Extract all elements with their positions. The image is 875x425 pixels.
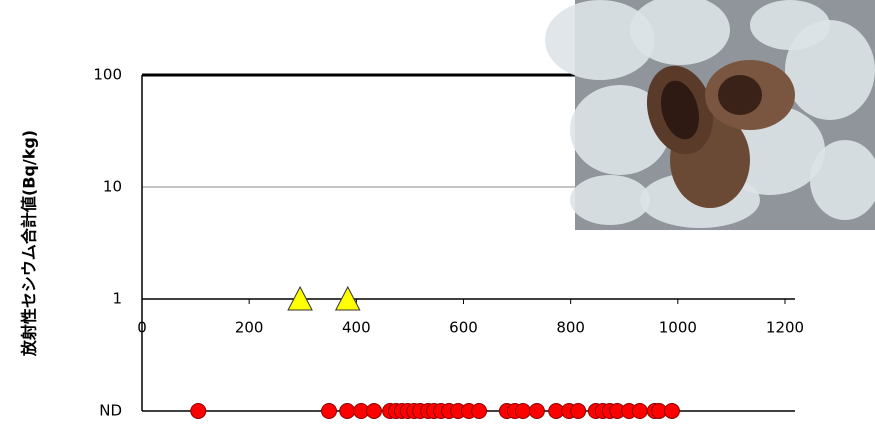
x-tick-label: 1200 xyxy=(766,319,804,337)
x-tick-label: 1000 xyxy=(659,319,697,337)
ice xyxy=(810,140,875,220)
y-tick-label: 1 xyxy=(112,290,122,308)
shell-opening xyxy=(718,75,762,115)
y-tick-label: 100 xyxy=(93,66,122,84)
circle-point xyxy=(528,403,545,419)
ice xyxy=(630,0,730,65)
photo xyxy=(545,0,875,230)
circle-point xyxy=(366,403,383,419)
triangle-point xyxy=(334,285,361,311)
triangle-point xyxy=(287,285,313,311)
y-axis-title: 放射性セシウム合計値(Bq/kg) xyxy=(20,130,39,357)
circle-point xyxy=(321,403,338,419)
circle-point xyxy=(514,403,531,419)
circle-point xyxy=(570,403,587,419)
ice xyxy=(570,85,670,175)
ice xyxy=(570,175,650,225)
x-tick-label: 0 xyxy=(137,319,147,337)
x-tick-label: 400 xyxy=(342,319,371,337)
x-tick-label: 600 xyxy=(449,319,478,337)
circle-point xyxy=(190,403,207,419)
circle-point xyxy=(631,403,648,419)
ice xyxy=(545,0,655,80)
circle-point xyxy=(471,403,488,419)
y-tick-label: 10 xyxy=(103,178,122,196)
x-tick-label: 200 xyxy=(235,319,264,337)
circle-point xyxy=(339,403,356,419)
shell-opening xyxy=(660,80,700,140)
y-tick-label: ND xyxy=(99,402,122,420)
x-tick-label: 800 xyxy=(556,319,585,337)
circle-point xyxy=(663,403,680,419)
ice xyxy=(750,0,830,50)
